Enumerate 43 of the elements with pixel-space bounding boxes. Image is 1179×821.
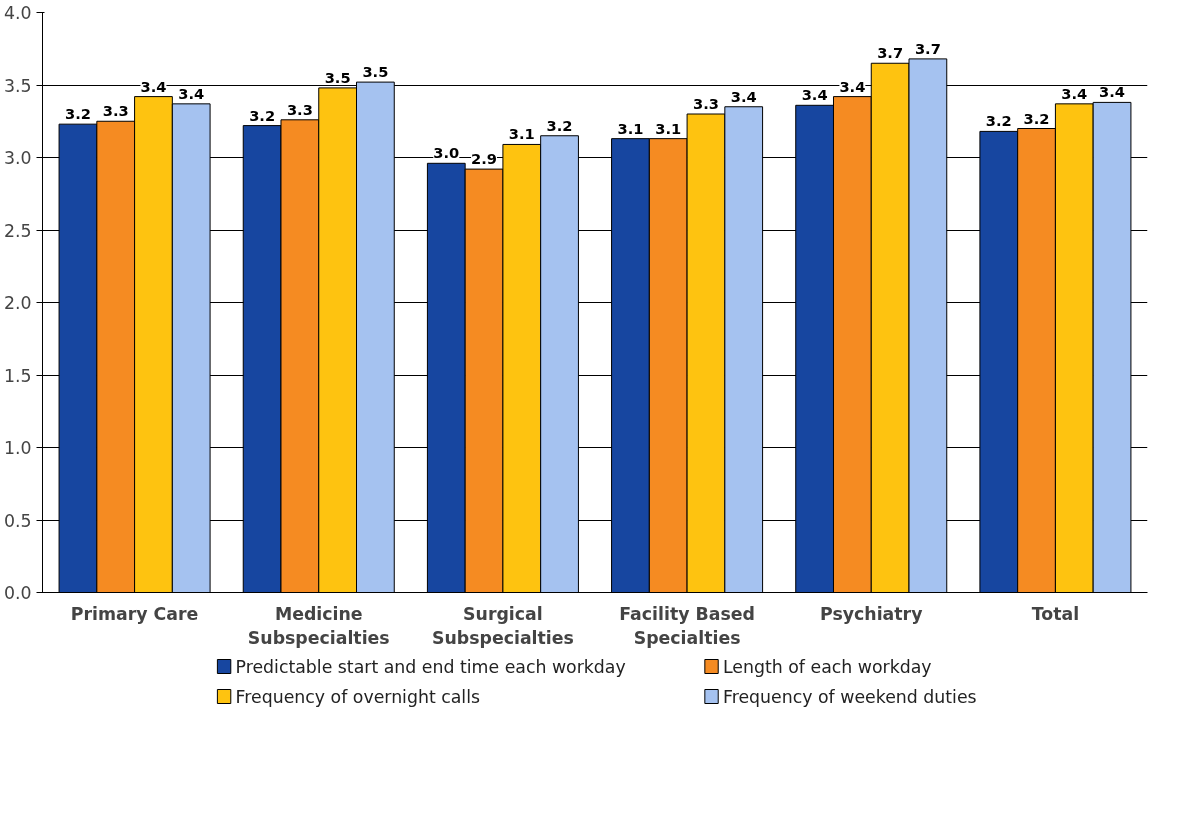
data-label: 3.5 [362,63,389,81]
data-label: 3.2 [64,105,91,123]
x-tick-label: Psychiatry [820,603,923,624]
data-label: 3.2 [249,106,276,124]
data-label: 3.4 [1061,84,1088,102]
x-tick-label: Medicine Subspecialties [247,603,390,648]
data-label: 3.1 [655,119,682,137]
data-label: 3.1 [508,125,535,143]
data-label: 3.3 [102,102,129,120]
data-label: 2.9 [471,150,498,168]
data-label: 3.4 [178,84,205,102]
x-tick-label: Primary Care [70,603,199,624]
data-label: 3.7 [877,44,904,62]
y-tick-label: 1.0 [3,438,32,458]
y-tick-label: 0.5 [3,510,32,531]
legend-label: Length of each workday [722,656,932,677]
data-label: 3.4 [839,77,866,95]
y-tick-label: 1.5 [3,365,32,386]
y-tick-label: 2.5 [3,220,32,241]
y-tick-label: 4.0 [3,3,32,23]
data-label: 3.2 [1023,109,1050,127]
legend-label: Frequency of overnight calls [235,686,481,707]
data-label: 3.4 [1099,83,1126,101]
data-label: 3.2 [985,112,1012,130]
data-label: 3.5 [324,68,351,86]
data-label: 3.4 [140,77,167,95]
y-tick-label: 0.0 [3,583,32,603]
data-label: 3.1 [617,119,644,137]
data-label: 3.2 [546,116,573,134]
data-label: 3.4 [801,86,828,104]
data-label: 3.0 [433,144,460,162]
data-label: 3.3 [286,100,313,118]
legend-label: Predictable start and end time each workday [235,656,626,677]
legend-label: Frequency of weekend duties [722,686,977,707]
data-label: 3.4 [730,87,757,105]
x-tick-label: Facility Based Specialties [619,603,755,648]
y-tick-label: 3.5 [3,75,32,96]
y-tick-label: 3.0 [3,148,32,168]
y-tick-label: 2.0 [3,293,32,313]
data-label: 3.7 [914,39,941,57]
x-tick-label: Total [1031,603,1080,624]
x-tick-label: Surgical Subspecialties [432,603,574,648]
data-label: 3.3 [692,95,719,112]
